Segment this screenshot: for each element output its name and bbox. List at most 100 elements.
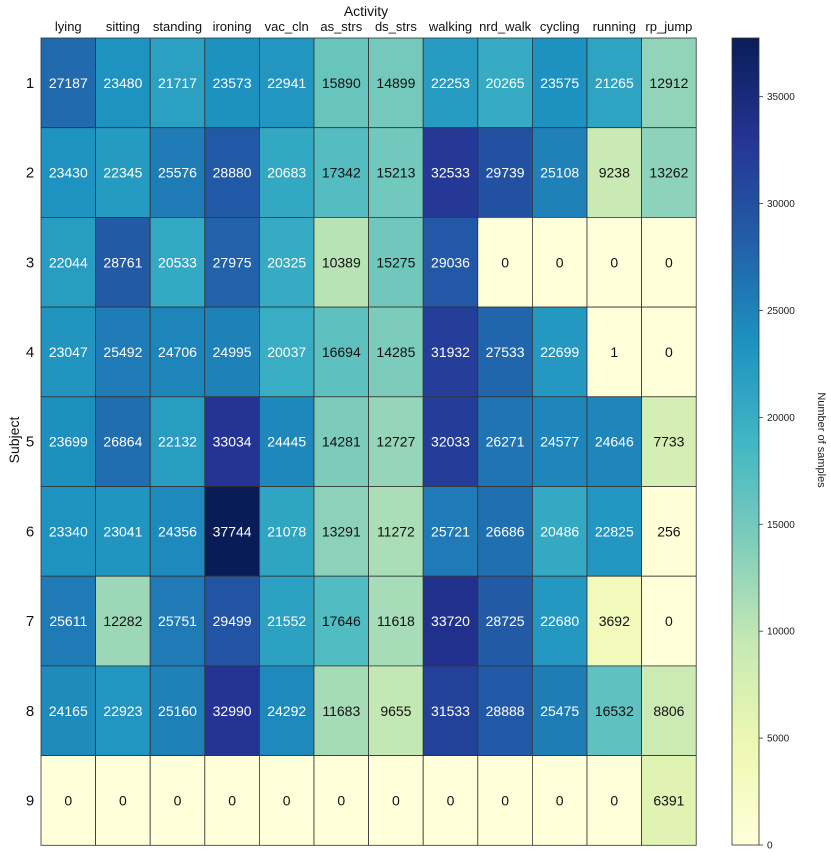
heatmap-cell [40, 755, 96, 846]
heatmap-cell [368, 575, 424, 667]
cell-value-label: 24646 [595, 434, 634, 450]
y-tick-label: 5 [26, 434, 34, 451]
heatmap-cell [368, 486, 424, 577]
heatmap-cell [95, 127, 151, 218]
heatmap-cell [258, 396, 315, 487]
cell-value-label: 23573 [213, 75, 252, 91]
cell-value-label: 7733 [653, 434, 684, 450]
heatmap-cell [40, 396, 96, 487]
cell-annotations: 27187 23480 21717 23573 22941 15890 14899 22253… [49, 75, 689, 809]
y-tick-label: 4 [26, 344, 34, 361]
x-tick-label: lying [55, 19, 82, 34]
colorbar-ticks: 0 5000 10000 15000 20000 25000 30000 35000 [759, 92, 795, 852]
cell-value-label: 27533 [486, 344, 525, 360]
heatmap-cell [149, 575, 206, 667]
cell-value-label: 14281 [322, 434, 361, 450]
x-tick-label: ds_strs [375, 19, 417, 34]
heatmap-cell [40, 216, 96, 308]
heatmap-cell [586, 396, 642, 487]
cell-value-label: 12912 [649, 75, 688, 91]
cell-value-label: 21265 [595, 75, 634, 91]
cell-value-label: 0 [174, 792, 182, 808]
heatmap-cell [149, 396, 206, 487]
cell-value-label: 15890 [322, 75, 361, 91]
cell-value-label: 22345 [103, 165, 142, 181]
cell-value-label: 33034 [213, 434, 252, 450]
heatmap-cell [477, 306, 533, 398]
heatmap-cell [368, 127, 424, 218]
cell-value-label: 29036 [431, 254, 470, 270]
cell-value-label: 0 [228, 792, 236, 808]
heatmap-cell [313, 755, 369, 846]
heatmap-cell [532, 37, 588, 129]
colorbar-tick-label: 20000 [767, 413, 795, 424]
heatmap-cell [422, 755, 479, 846]
x-tick-label: sitting [106, 19, 140, 34]
cell-value-label: 27975 [213, 254, 252, 270]
y-tick-label: 7 [26, 613, 34, 630]
cell-value-label: 23041 [103, 523, 142, 539]
cell-value-label: 21078 [267, 523, 306, 539]
cell-value-label: 23047 [49, 344, 88, 360]
x-tick-label: walking [428, 19, 472, 34]
heatmap-cell [149, 665, 206, 757]
cell-value-label: 21717 [158, 75, 197, 91]
y-tick-label: 6 [26, 523, 34, 540]
x-tick-label: nrd_walk [479, 19, 532, 34]
cell-value-label: 0 [665, 613, 673, 629]
cell-value-label: 0 [119, 792, 127, 808]
cell-value-label: 20037 [267, 344, 306, 360]
colorbar-tick-label: 5000 [767, 734, 790, 745]
colorbar-tick-label: 0 [767, 841, 773, 852]
cell-value-label: 8806 [653, 703, 684, 719]
heatmap-cell [422, 486, 479, 577]
cell-value-label: 22253 [431, 75, 470, 91]
heatmap-cell [532, 575, 588, 667]
cell-value-label: 11272 [377, 523, 415, 539]
heatmap-cell [95, 306, 151, 398]
cell-value-label: 11618 [377, 613, 415, 629]
heatmap-cell [586, 306, 642, 398]
heatmap-cell [258, 37, 315, 129]
cell-value-label: 15213 [376, 165, 415, 181]
cell-value-label: 256 [657, 523, 681, 539]
cell-value-label: 12727 [376, 434, 415, 450]
cell-value-label: 16532 [595, 703, 634, 719]
heatmap-cell [368, 755, 424, 846]
heatmap-cell [40, 575, 96, 667]
cell-value-label: 0 [447, 792, 455, 808]
cell-value-label: 0 [610, 792, 618, 808]
cell-value-label: 14285 [376, 344, 415, 360]
heatmap-cell [95, 575, 151, 667]
heatmap-cell [40, 306, 96, 398]
heatmap-cell [368, 216, 424, 308]
colorbar-tick-label: 30000 [767, 199, 795, 210]
cell-value-label: 25611 [49, 613, 87, 629]
heatmap-cell [40, 486, 96, 577]
heatmap-cell [204, 306, 260, 398]
cell-value-label: 33720 [431, 613, 470, 629]
heatmap-cell [204, 37, 260, 129]
cell-value-label: 26864 [103, 434, 142, 450]
cell-value-label: 25108 [540, 165, 579, 181]
cell-value-label: 26271 [486, 434, 525, 450]
heatmap-cell [258, 665, 315, 757]
cell-value-label: 28725 [486, 613, 525, 629]
cell-value-label: 0 [64, 792, 72, 808]
cell-value-label: 20683 [267, 165, 306, 181]
cell-value-label: 0 [392, 792, 400, 808]
cell-value-label: 32533 [431, 165, 470, 181]
heatmap-cell [641, 37, 697, 129]
cell-value-label: 22825 [595, 523, 634, 539]
cell-value-label: 24706 [158, 344, 197, 360]
cell-value-label: 0 [665, 344, 673, 360]
heatmap-cell [368, 306, 424, 398]
cell-value-label: 20265 [486, 75, 525, 91]
cell-value-label: 24577 [540, 434, 579, 450]
cell-value-label: 16694 [322, 344, 361, 360]
cell-value-label: 27187 [49, 75, 88, 91]
cell-value-label: 29739 [486, 165, 525, 181]
y-axis-title: Subject [6, 417, 22, 464]
heatmap-cell [204, 665, 260, 757]
heatmap-cell [149, 37, 206, 129]
